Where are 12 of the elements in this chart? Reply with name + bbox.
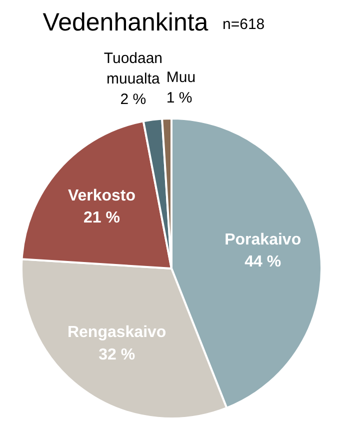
slice-label: Porakaivo [224,232,302,249]
slice-label: Muu [166,69,196,86]
data-label: 44 % [244,254,282,271]
data-label: 2 % [120,90,146,108]
slice-label: Tuodaan muualta [104,50,163,88]
data-label: 1 % [166,90,192,107]
data-label: 21 % [84,210,120,227]
data-label: 32 % [98,346,136,364]
chart-subtitle: n=618 [222,16,265,33]
chart-title: Vedenhankinta [42,8,208,36]
slice-label: Verkosto [68,187,136,204]
slice-label: Rengaskaivo [67,324,166,342]
